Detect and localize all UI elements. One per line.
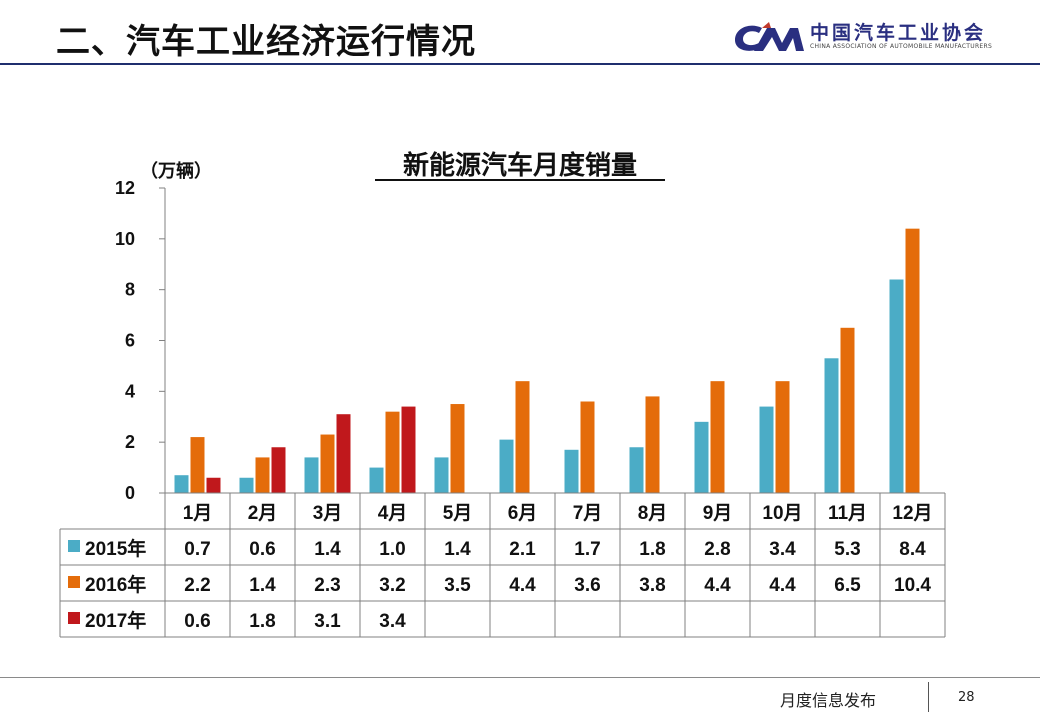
x-category-label: 4月 [378, 503, 408, 524]
logo-name: 中国汽车工业协会 [810, 22, 987, 44]
x-category-label: 1月 [183, 503, 213, 524]
bar-2017年-4月 [401, 406, 416, 493]
bar-2016年-1月 [190, 437, 205, 493]
data-label-2015年: 1.8 [639, 539, 665, 560]
bar-2016年-8月 [645, 396, 660, 493]
data-label-2016年: 3.2 [379, 575, 405, 596]
data-label-2015年: 1.4 [314, 539, 341, 560]
bar-2017年-3月 [336, 414, 351, 493]
data-label-2016年: 2.2 [184, 575, 210, 596]
page-number: 28 [958, 690, 975, 705]
data-label-2015年: 5.3 [834, 539, 860, 560]
legend-swatch-2016年 [68, 576, 80, 588]
bar-2016年-10月 [775, 381, 790, 493]
data-label-2015年: 2.1 [509, 539, 536, 560]
data-label-2017年: 1.8 [249, 611, 275, 632]
bar-2015年-5月 [434, 457, 449, 493]
data-label-2016年: 2.3 [314, 575, 340, 596]
page-title: 二、汽车工业经济运行情况 [56, 22, 476, 62]
bar-2015年-6月 [499, 439, 514, 493]
bar-2017年-1月 [206, 477, 221, 493]
bar-2015年-4月 [369, 467, 384, 493]
bar-2016年-6月 [515, 381, 530, 493]
bar-2015年-8月 [629, 447, 644, 493]
data-label-2016年: 4.4 [704, 575, 731, 596]
bar-2016年-12月 [905, 228, 920, 493]
x-category-label: 9月 [703, 503, 733, 524]
y-tick-label: 12 [115, 178, 135, 198]
x-category-label: 8月 [638, 503, 668, 524]
data-label-2015年: 2.8 [704, 539, 730, 560]
x-category-label: 10月 [762, 503, 802, 524]
data-label-2015年: 3.4 [769, 539, 796, 560]
bar-2016年-2月 [255, 457, 270, 493]
data-label-2016年: 3.5 [444, 575, 471, 596]
y-tick-label: 0 [125, 483, 135, 503]
logo-subtitle: CHINA ASSOCIATION OF AUTOMOBILE MANUFACT… [810, 43, 993, 50]
y-tick-label: 6 [125, 331, 135, 351]
bar-2015年-3月 [304, 457, 319, 493]
data-label-2016年: 3.8 [639, 575, 665, 596]
cam-logo-icon [735, 22, 804, 51]
bar-2016年-5月 [450, 404, 465, 493]
y-tick-label: 10 [115, 229, 135, 249]
data-label-2017年: 3.1 [314, 611, 341, 632]
data-label-2016年: 1.4 [249, 575, 276, 596]
data-label-2015年: 1.7 [574, 539, 600, 560]
y-axis-label: （万辆） [140, 160, 212, 181]
chart-title: 新能源汽车月度销量 [403, 150, 637, 180]
data-label-2017年: 0.6 [184, 611, 210, 632]
x-category-label: 12月 [892, 503, 932, 524]
data-label-2017年: 3.4 [379, 611, 406, 632]
data-label-2015年: 0.7 [184, 539, 210, 560]
bar-2015年-2月 [239, 477, 254, 493]
bar-2015年-9月 [694, 421, 709, 493]
bar-2015年-10月 [759, 406, 774, 493]
bar-2016年-3月 [320, 434, 335, 493]
data-label-2015年: 0.6 [249, 539, 275, 560]
y-tick-label: 4 [125, 381, 135, 401]
legend-swatch-2015年 [68, 540, 80, 552]
legend-label: 2015年 [85, 537, 146, 560]
footer-divider [0, 677, 1040, 678]
data-label-2016年: 6.5 [834, 575, 861, 596]
bar-2015年-12月 [889, 279, 904, 493]
title-divider [0, 63, 1040, 65]
x-category-label: 2月 [248, 503, 278, 524]
bar-2016年-9月 [710, 381, 725, 493]
bar-2015年-1月 [174, 475, 189, 493]
data-label-2016年: 4.4 [769, 575, 796, 596]
bar-2015年-11月 [824, 358, 839, 493]
x-category-label: 5月 [443, 503, 473, 524]
legend-swatch-2017年 [68, 612, 80, 624]
data-label-2015年: 1.4 [444, 539, 471, 560]
x-category-label: 7月 [573, 503, 603, 524]
footer-separator [928, 682, 929, 712]
bar-2017年-2月 [271, 447, 286, 493]
legend-label: 2016年 [85, 573, 146, 596]
footer-label: 月度信息发布 [780, 691, 877, 710]
y-tick-label: 8 [125, 280, 135, 300]
data-label-2016年: 3.6 [574, 575, 600, 596]
x-category-label: 3月 [313, 503, 343, 524]
bar-2016年-11月 [840, 327, 855, 493]
data-label-2016年: 4.4 [509, 575, 536, 596]
bar-2016年-4月 [385, 411, 400, 493]
data-label-2016年: 10.4 [894, 575, 931, 596]
association-logo: 中国汽车工业协会 CHINA ASSOCIATION OF AUTOMOBILE… [732, 18, 1002, 58]
x-category-label: 6月 [508, 503, 538, 524]
data-label-2015年: 8.4 [899, 539, 926, 560]
bar-2015年-7月 [564, 449, 579, 493]
y-tick-label: 2 [125, 432, 135, 452]
bar-2016年-7月 [580, 401, 595, 493]
x-category-label: 11月 [828, 503, 867, 524]
data-label-2015年: 1.0 [379, 539, 405, 560]
legend-label: 2017年 [85, 609, 146, 632]
